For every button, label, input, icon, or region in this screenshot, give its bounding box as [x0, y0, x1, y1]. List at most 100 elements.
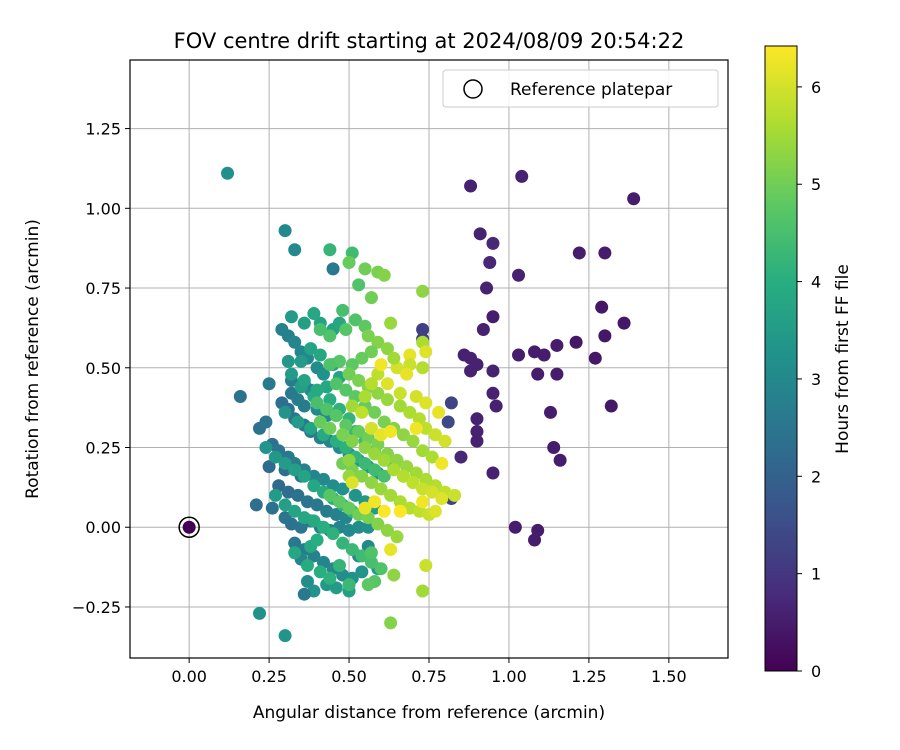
data-point: [380, 377, 394, 391]
data-point: [304, 421, 318, 435]
data-point: [332, 495, 346, 509]
data-point: [288, 243, 302, 257]
colorbar-tick-label: 1: [811, 565, 821, 584]
data-point: [432, 405, 446, 419]
data-point: [342, 501, 356, 515]
data-point: [310, 396, 324, 410]
data-point: [374, 358, 388, 372]
data-point: [384, 425, 398, 439]
data-point: [390, 530, 404, 544]
data-point: [364, 377, 378, 391]
data-point: [553, 453, 567, 467]
data-point: [588, 351, 602, 365]
colorbar-tick-label: 3: [811, 370, 821, 389]
colorbar-label: Hours from first FF file: [833, 264, 853, 454]
data-point: [345, 399, 359, 413]
data-point: [435, 456, 449, 470]
data-point: [454, 450, 468, 464]
data-point: [313, 565, 327, 579]
data-point: [393, 495, 407, 509]
data-point: [409, 421, 423, 435]
data-point: [419, 345, 433, 359]
data-point: [316, 520, 330, 534]
data-point: [313, 348, 327, 362]
data-point: [396, 469, 410, 483]
data-point: [265, 501, 279, 515]
data-point: [380, 523, 394, 537]
data-point: [358, 456, 372, 470]
colorbar-ticks: 0 1 2 3 4 5 6: [797, 78, 821, 681]
data-point: [464, 364, 478, 378]
data-point: [345, 476, 359, 490]
data-point: [358, 262, 372, 276]
data-point: [486, 236, 500, 250]
data-point: [416, 322, 430, 336]
data-point: [262, 460, 276, 474]
data-point: [512, 348, 526, 362]
data-point: [364, 555, 378, 569]
colorbar-tick-label: 2: [811, 467, 821, 486]
data-point: [393, 504, 407, 518]
data-point: [489, 399, 503, 413]
data-point: [483, 256, 497, 270]
data-point: [323, 488, 337, 502]
data-point: [617, 316, 631, 330]
data-point: [336, 482, 350, 496]
y-axis-label: Rotation from reference (arcmin): [23, 219, 43, 499]
data-point: [544, 405, 558, 419]
data-point: [627, 192, 641, 206]
data-point: [470, 412, 484, 426]
data-point: [486, 310, 500, 324]
data-point: [288, 504, 302, 518]
data-point: [550, 338, 564, 352]
data-point: [364, 546, 378, 560]
data-point: [528, 533, 542, 547]
data-point: [313, 322, 327, 336]
x-tick-label: 1.00: [491, 667, 527, 686]
data-point: [316, 472, 330, 486]
data-point: [364, 476, 378, 490]
data-point: [323, 571, 337, 585]
y-tick-label: −0.25: [72, 598, 121, 617]
data-point: [288, 463, 302, 477]
data-point: [409, 389, 423, 403]
data-point: [358, 501, 372, 515]
data-point: [284, 310, 298, 324]
colorbar-tick-label: 6: [811, 78, 821, 97]
data-point: [329, 581, 343, 595]
data-point: [278, 405, 292, 419]
data-point: [342, 256, 356, 270]
y-tick-label: 0.00: [85, 518, 121, 537]
data-point: [259, 415, 273, 429]
data-point: [598, 246, 612, 260]
data-point: [221, 166, 235, 180]
data-point: [377, 415, 391, 429]
data-point: [326, 527, 340, 541]
data-point: [297, 469, 311, 483]
data-point: [480, 281, 494, 295]
x-tick-label: 1.50: [651, 667, 687, 686]
data-point: [364, 291, 378, 305]
data-point: [323, 358, 337, 372]
data-point: [364, 345, 378, 359]
data-point: [313, 415, 327, 429]
x-tick-label: 0.50: [331, 667, 367, 686]
data-point: [406, 476, 420, 490]
data-point: [406, 434, 420, 448]
data-point: [364, 421, 378, 435]
data-point: [403, 348, 417, 362]
data-point: [416, 284, 430, 298]
data-point: [435, 492, 449, 506]
data-point: [515, 169, 529, 183]
data-point: [393, 399, 407, 413]
data-point: [476, 322, 490, 336]
data-point: [297, 399, 311, 413]
data-point: [342, 367, 356, 381]
data-point: [377, 268, 391, 282]
data-point: [380, 393, 394, 407]
data-point: [329, 409, 343, 423]
reference-point: [182, 520, 196, 534]
data-point: [368, 495, 382, 509]
data-point: [486, 386, 500, 400]
